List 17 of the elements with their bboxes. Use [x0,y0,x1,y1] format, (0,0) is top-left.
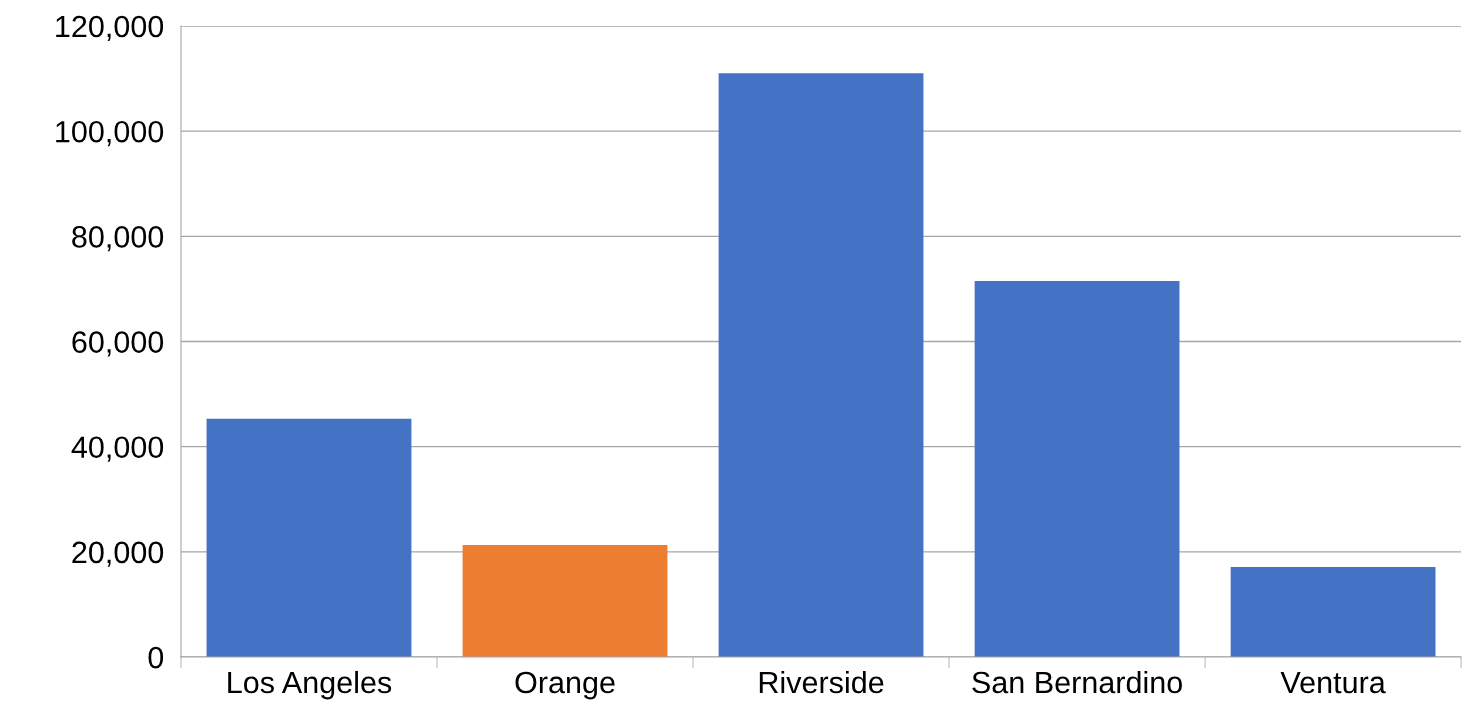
y-tick-label: 100,000 [56,120,164,147]
x-tick-label: Ventura [1280,672,1386,694]
bar [718,73,924,658]
bar [1230,567,1436,658]
x-tick-label: Riverside [759,670,884,694]
bar [974,281,1180,658]
x-tick-label: Los Angeles [228,670,392,700]
bar [462,545,668,658]
y-tick-label: 80,000 [72,226,164,252]
y-tick-label: 0 [148,646,164,669]
x-tick-label: Orange [515,671,615,700]
y-tick-label: 40,000 [71,436,164,462]
x-tick-label: San Bernardino [972,670,1182,694]
y-tick-label: 20,000 [72,541,164,567]
y-tick-label: 60,000 [72,331,164,357]
y-tick-label: 120,000 [56,15,164,41]
bar [206,418,412,658]
